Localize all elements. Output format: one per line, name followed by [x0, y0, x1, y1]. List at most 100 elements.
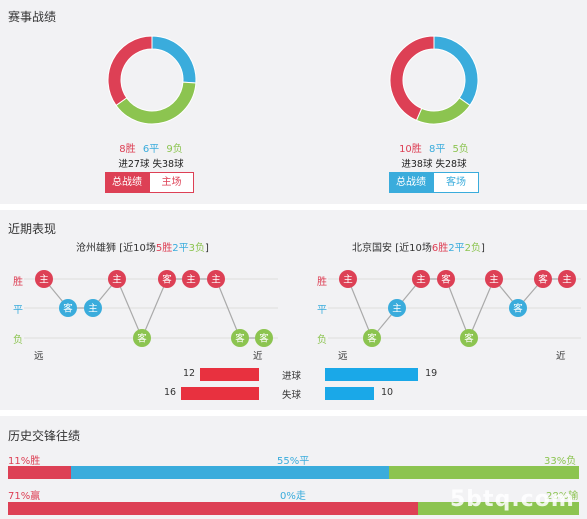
- away-goals-summary: 进38球 失28球: [401, 159, 467, 170]
- away-form-header: 北京国安 [近10场6胜2平2负]: [352, 243, 485, 254]
- home-form-header: 沧州雄狮 [近10场5胜2平3负]: [76, 243, 209, 254]
- away-form-line: [347, 277, 567, 340]
- away-goals-against-value: 10: [381, 387, 394, 398]
- away-total-record-button[interactable]: 总战绩: [389, 172, 433, 193]
- home-form-match-marker: 客: [59, 299, 77, 317]
- home-form-line: [43, 277, 264, 340]
- home-goals-against-value: 16: [164, 387, 177, 398]
- h2h-handicap-win-segment: [8, 502, 418, 515]
- svg-text:客: 客: [235, 333, 245, 345]
- away-form-match-marker: 主: [485, 270, 503, 288]
- goals-for-label: 进球: [282, 371, 302, 382]
- svg-text:客: 客: [538, 274, 548, 286]
- h2h-handicap-win-rate: 71%赢: [8, 491, 41, 502]
- away-form-match-marker: 主: [388, 299, 406, 317]
- home-form-match-marker: 主: [182, 270, 200, 288]
- svg-text:客: 客: [513, 303, 523, 315]
- home-total-record-button[interactable]: 总战绩: [105, 172, 149, 193]
- h2h-draw-segment: [71, 466, 389, 479]
- away-form-match-marker: 主: [339, 270, 357, 288]
- site-watermark: 5btq.com: [450, 487, 575, 512]
- svg-text:主: 主: [416, 274, 426, 286]
- h2h-draw-rate: 55%平: [277, 456, 310, 467]
- away-form-match-marker: 客: [509, 299, 527, 317]
- home-form-match-marker: 主: [84, 299, 102, 317]
- home-record-toggle: 总战绩 主场: [105, 172, 194, 193]
- away-donut-loss-slice: [415, 97, 471, 125]
- away-form-match-marker: 主: [558, 270, 576, 288]
- home-form-chart: 主客 主主客客主主客客: [24, 270, 278, 347]
- svg-text:主: 主: [211, 274, 221, 286]
- record-panel-title: 赛事战绩: [8, 10, 57, 24]
- svg-text:客: 客: [367, 333, 377, 345]
- home-far-label: 远: [34, 351, 44, 362]
- home-venue-record-button[interactable]: 主场: [149, 172, 194, 193]
- away-record-donut: [389, 35, 479, 125]
- home-draw-row-label: 平: [13, 305, 23, 316]
- away-record-toggle: 总战绩 客场: [389, 172, 479, 193]
- away-draw-row-label: 平: [317, 305, 327, 316]
- away-record-summary: 10胜 8平 5负: [374, 140, 494, 155]
- away-donut-win-slice: [389, 35, 435, 122]
- h2h-handicap-push-rate: 0%走: [280, 491, 306, 502]
- home-goals-summary: 进27球 失38球: [118, 159, 184, 170]
- home-form-match-marker: 客: [133, 329, 151, 347]
- h2h-handicap-loss-segment: [417, 502, 579, 515]
- home-goals-against-bar: [180, 387, 259, 400]
- home-draw-count: 6平: [142, 144, 160, 155]
- away-goals-for-bar: [325, 368, 419, 381]
- svg-text:客: 客: [441, 274, 451, 286]
- home-donut-loss-slice: [115, 81, 197, 125]
- away-form-chart: 主客主主 客客主客客主: [328, 270, 581, 347]
- home-form-match-marker: 主: [207, 270, 225, 288]
- away-venue-record-button[interactable]: 客场: [433, 172, 479, 193]
- recent-form-title: 近期表现: [8, 222, 57, 236]
- away-draw-count: 8平: [428, 144, 446, 155]
- svg-text:主: 主: [392, 303, 402, 315]
- home-form-match-marker: 主: [35, 270, 53, 288]
- svg-text:主: 主: [186, 274, 196, 286]
- away-form-match-marker: 主: [412, 270, 430, 288]
- goals-against-label: 失球: [282, 390, 302, 401]
- svg-text:客: 客: [137, 333, 147, 345]
- away-form-match-marker: 客: [363, 329, 381, 347]
- away-form-match-marker: 客: [534, 270, 552, 288]
- away-goals-for-value: 19: [425, 368, 438, 379]
- record-panel: 赛事战绩 8胜 6平 9负 进27球 失38球 总战绩 主场 10胜 8平 5负…: [0, 0, 587, 204]
- h2h-handicap-loss-rate: 28%输: [546, 491, 579, 502]
- home-form-match-marker: 客: [158, 270, 176, 288]
- home-team-name: 沧州雄狮: [76, 243, 116, 254]
- away-team-name: 北京国安: [352, 243, 392, 254]
- home-goals-for-bar: [200, 368, 259, 381]
- svg-text:客: 客: [464, 333, 474, 345]
- away-form-match-marker: 客: [437, 270, 455, 288]
- h2h-handicap-bar: [8, 502, 579, 515]
- home-donut-draw-slice: [151, 35, 197, 84]
- home-form-match-marker: 主: [108, 270, 126, 288]
- h2h-result-bar: [8, 466, 579, 479]
- away-donut-draw-slice: [433, 35, 479, 107]
- h2h-loss-rate: 33%负: [544, 456, 577, 467]
- away-loss-row-label: 负: [317, 335, 327, 346]
- home-near-label: 近: [253, 351, 263, 362]
- away-goals-against-bar: [325, 387, 374, 400]
- svg-text:主: 主: [88, 303, 98, 315]
- home-record-summary: 8胜 6平 9负: [91, 140, 211, 155]
- svg-text:主: 主: [562, 274, 572, 286]
- home-goals-for-value: 12: [183, 368, 196, 379]
- svg-text:客: 客: [162, 274, 172, 286]
- svg-text:客: 客: [63, 303, 73, 315]
- svg-text:主: 主: [489, 274, 499, 286]
- home-record-donut: [107, 35, 197, 125]
- svg-text:客: 客: [259, 333, 269, 345]
- home-win-row-label: 胜: [13, 277, 23, 288]
- home-loss-count: 9负: [166, 144, 183, 155]
- h2h-win-segment: [8, 466, 72, 479]
- head-to-head-title: 历史交锋往绩: [8, 429, 81, 443]
- home-loss-row-label: 负: [13, 335, 23, 346]
- svg-text:主: 主: [112, 274, 122, 286]
- h2h-loss-segment: [388, 466, 579, 479]
- away-win-count: 10胜: [399, 144, 422, 155]
- away-loss-count: 5负: [452, 144, 469, 155]
- away-form-match-marker: 客: [460, 329, 478, 347]
